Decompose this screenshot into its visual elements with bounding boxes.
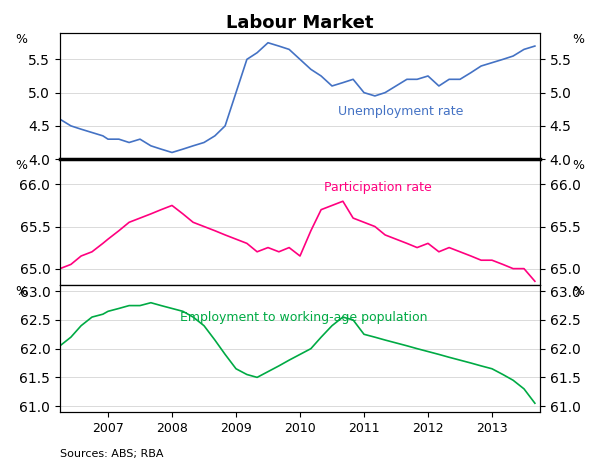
Text: %: %: [572, 33, 584, 46]
Text: %: %: [16, 285, 28, 299]
Text: %: %: [16, 33, 28, 46]
Text: Employment to working-age population: Employment to working-age population: [180, 311, 427, 324]
Text: Sources: ABS; RBA: Sources: ABS; RBA: [60, 449, 163, 459]
Text: Labour Market: Labour Market: [226, 14, 374, 32]
Text: Participation rate: Participation rate: [324, 181, 432, 194]
Text: Unemployment rate: Unemployment rate: [338, 105, 464, 118]
Text: %: %: [572, 159, 584, 172]
Text: %: %: [572, 285, 584, 299]
Text: %: %: [16, 159, 28, 172]
